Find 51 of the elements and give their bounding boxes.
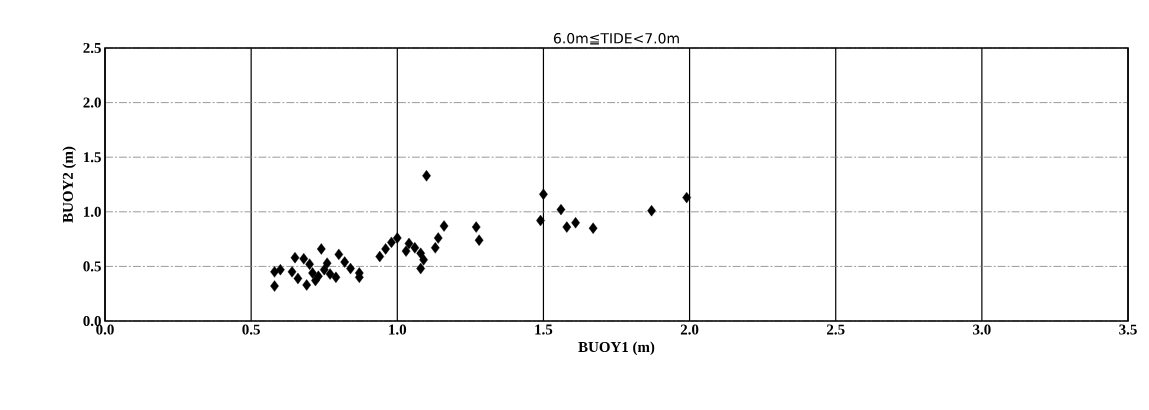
y-tick-label: 0.5 [83,261,101,272]
point [404,237,414,250]
point [305,258,314,270]
point [308,267,317,279]
point [334,248,344,261]
point [381,243,390,255]
x-tick-label: 2.0 [680,324,699,335]
point [474,234,484,246]
point [314,270,323,282]
point [422,170,431,182]
chart-title: 6.0m≦TIDE<7.0m [553,32,679,45]
point [340,256,349,268]
x-tick-label: 1.5 [535,324,553,335]
point [556,203,566,216]
x-axis-title: BUOY1 (m) [578,341,655,356]
y-tick-label: 1.0 [84,206,101,217]
x-tick-label: 0.0 [96,324,114,335]
y-tick-label: 1.5 [84,152,101,163]
x-tick-label: 1.0 [389,324,407,335]
point [299,253,309,265]
point [293,272,303,285]
point [290,251,300,264]
point [392,232,402,244]
x-tick-label: 0.5 [242,324,260,335]
point [302,279,311,291]
y-tick-label: 2.5 [83,42,101,54]
point [571,217,580,229]
y-axis-title: BUOY2 (m) [62,146,76,223]
point [430,242,440,254]
point [325,268,335,280]
point [331,271,341,283]
point [439,220,449,232]
point [419,254,428,266]
point [316,243,326,255]
point [276,264,285,276]
x-tick-label: 2.5 [827,324,845,335]
point [410,242,420,254]
point [401,245,411,257]
y-tick-label: 0.0 [83,315,101,327]
point [322,257,332,269]
point [375,250,385,263]
point [270,280,279,292]
point [647,205,656,217]
point [471,221,481,233]
point [562,221,572,233]
point [433,232,443,244]
x-tick-label: 3.0 [973,324,991,335]
x-tick-label: 3.5 [1119,324,1137,335]
point [588,222,598,234]
point [287,266,297,278]
y-tick-label: 2.0 [83,97,101,108]
